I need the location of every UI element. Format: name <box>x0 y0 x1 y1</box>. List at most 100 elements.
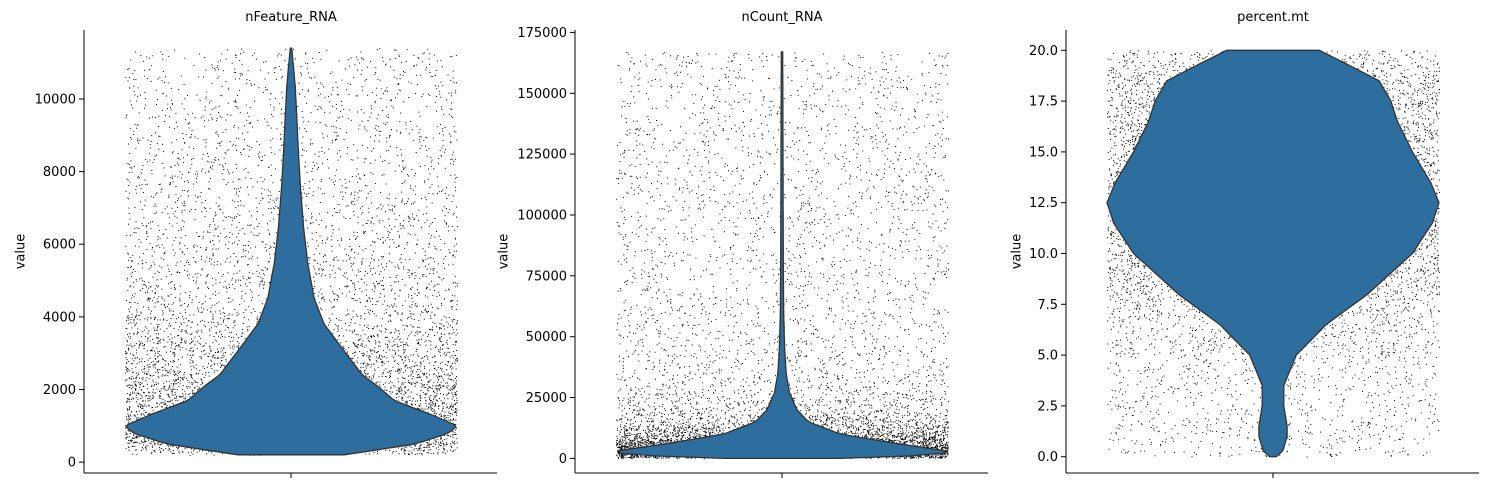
data-point <box>333 299 335 301</box>
data-point <box>385 336 387 338</box>
data-point <box>218 343 220 345</box>
data-point <box>150 80 152 82</box>
data-point <box>179 396 181 398</box>
data-point <box>318 273 320 274</box>
data-point <box>338 267 340 269</box>
data-point <box>453 418 454 420</box>
data-point <box>390 370 392 372</box>
data-point <box>155 292 156 294</box>
data-point <box>182 377 184 378</box>
data-point <box>344 272 346 274</box>
data-point <box>362 224 364 226</box>
data-point <box>434 440 436 442</box>
data-point <box>175 397 177 399</box>
data-point <box>201 255 202 257</box>
data-point <box>160 355 162 357</box>
data-point <box>363 352 364 354</box>
data-point <box>456 438 458 440</box>
data-point <box>172 445 174 447</box>
data-point <box>130 273 132 275</box>
data-point <box>435 375 437 377</box>
data-point <box>145 445 147 447</box>
data-point <box>144 179 146 181</box>
data-point <box>353 210 355 212</box>
data-point <box>163 403 165 405</box>
data-point <box>342 275 344 277</box>
data-point <box>202 231 204 233</box>
data-point <box>405 402 407 404</box>
data-point <box>272 116 274 118</box>
data-point <box>366 375 368 377</box>
data-point <box>140 201 141 203</box>
data-point <box>337 239 339 241</box>
data-point <box>136 375 138 377</box>
data-point <box>165 407 167 408</box>
data-point <box>202 238 204 240</box>
data-point <box>171 142 173 144</box>
data-point <box>180 396 182 397</box>
data-point <box>229 261 231 263</box>
data-point <box>346 131 347 133</box>
data-point <box>162 338 164 340</box>
data-point <box>412 354 414 356</box>
data-point <box>451 403 453 405</box>
data-point <box>172 152 173 154</box>
data-point <box>190 369 192 371</box>
data-point <box>434 245 436 247</box>
data-point <box>157 443 159 445</box>
data-point <box>194 219 196 221</box>
data-point <box>145 405 147 407</box>
data-point <box>134 388 136 390</box>
data-point <box>354 252 355 254</box>
data-point <box>388 340 390 342</box>
data-point <box>414 385 416 387</box>
data-point <box>243 51 245 53</box>
data-point <box>166 327 168 329</box>
data-point <box>157 351 159 353</box>
data-point <box>182 219 184 221</box>
data-point <box>184 309 186 311</box>
data-point <box>176 395 177 397</box>
data-point <box>356 360 358 362</box>
data-point <box>446 407 448 409</box>
data-point <box>195 280 197 282</box>
data-point <box>426 373 427 375</box>
data-point <box>357 192 359 194</box>
data-point <box>155 117 156 119</box>
data-point <box>137 87 139 89</box>
data-point <box>436 388 438 390</box>
data-point <box>139 405 141 407</box>
data-point <box>125 427 127 429</box>
data-point <box>447 398 449 400</box>
data-point <box>409 382 410 384</box>
data-point <box>153 342 155 344</box>
data-point <box>343 347 345 348</box>
data-point <box>166 371 168 373</box>
data-point <box>179 380 181 382</box>
data-point <box>237 346 239 348</box>
data-point <box>245 283 246 285</box>
data-point <box>125 357 127 358</box>
data-point <box>152 347 154 349</box>
data-point <box>374 140 376 142</box>
data-point <box>127 252 129 254</box>
data-point <box>218 236 219 237</box>
data-point <box>316 162 318 164</box>
data-point <box>180 305 182 307</box>
data-point <box>380 331 382 333</box>
data-point <box>138 340 140 342</box>
data-point <box>444 193 446 194</box>
data-point <box>147 338 149 340</box>
data-point <box>136 372 137 374</box>
data-point <box>196 451 198 453</box>
data-point <box>138 392 139 394</box>
data-point <box>431 311 433 313</box>
data-point <box>128 360 130 362</box>
data-point <box>337 94 338 95</box>
data-point <box>456 329 458 331</box>
data-point <box>262 284 264 286</box>
data-point <box>306 150 308 152</box>
data-point <box>217 142 219 144</box>
data-point <box>438 449 440 451</box>
data-point <box>440 347 441 349</box>
